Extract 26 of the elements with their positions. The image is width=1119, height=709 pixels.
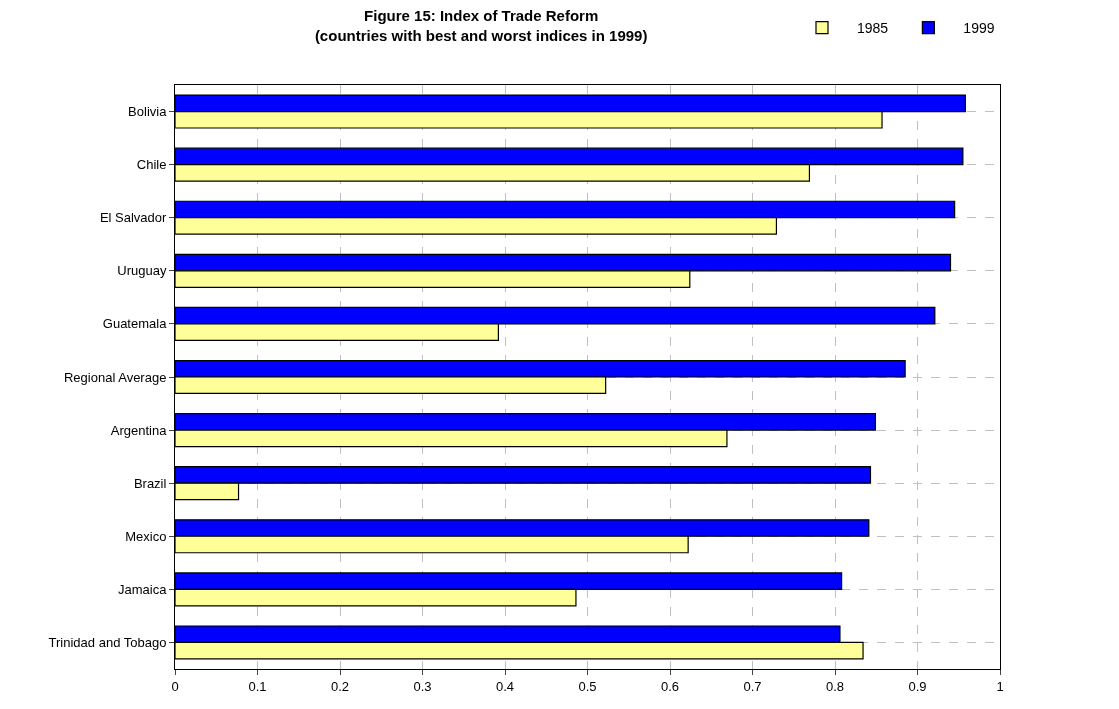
y-tick-label: Argentina (110, 422, 168, 438)
y-tick-label: Guatemala (102, 316, 168, 332)
x-tick-label: 0.1 (248, 678, 267, 694)
x-tick-label: 0.9 (908, 678, 927, 694)
y-tick-label: El Salvador (99, 210, 168, 226)
y-tick-label: Bolivia (128, 104, 168, 120)
x-tick-label: 0.5 (578, 678, 597, 694)
y-tick-label: Regional Average (63, 369, 167, 385)
x-tick-label: 0.7 (743, 678, 762, 694)
y-tick-label: Brazil (133, 475, 167, 491)
chart-subtitle: (countries with best and worst indices in 1999) (314, 26, 648, 44)
x-tick-label: 0.6 (660, 678, 680, 694)
x-tick-label: 0.2 (330, 678, 350, 694)
y-tick-label: Jamaica (117, 581, 168, 597)
x-tick-label: 0.8 (825, 678, 845, 694)
x-tick-label: 1 (996, 678, 1004, 694)
legend-label: 1999 (963, 20, 995, 37)
y-tick-label: Trinidad and Tobago (48, 635, 167, 650)
x-tick-label: 0.4 (495, 678, 515, 694)
y-tick-label: Mexico (125, 528, 167, 544)
x-tick-label: 0 (171, 678, 179, 694)
legend-label: 1985 (857, 20, 889, 37)
chart-title: Figure 15: Index of Trade Reform (364, 7, 599, 25)
x-tick-label: 0.3 (413, 678, 432, 694)
y-tick-label: Chile (136, 157, 167, 173)
y-tick-label: Uruguay (117, 263, 167, 279)
